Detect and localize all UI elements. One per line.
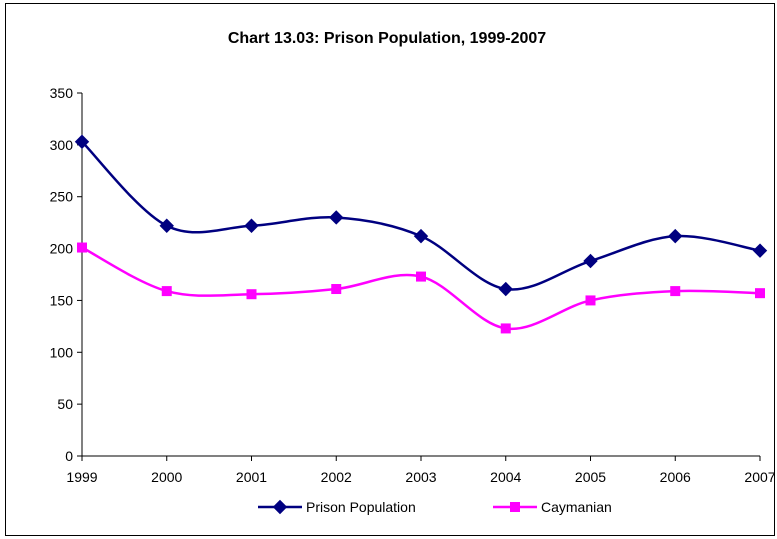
x-tick-label: 2004 xyxy=(490,469,521,485)
data-point xyxy=(159,218,174,233)
series-layer xyxy=(74,134,768,334)
data-point xyxy=(668,228,683,244)
x-tick-label: 2003 xyxy=(405,469,436,485)
data-point xyxy=(583,253,598,269)
data-point xyxy=(670,286,681,297)
chart-title: Chart 13.03: Prison Population, 1999-200… xyxy=(228,30,546,47)
x-tick-label: 2006 xyxy=(660,469,691,485)
data-point xyxy=(244,218,259,233)
y-tick-label: 0 xyxy=(65,448,73,464)
y-tick-label: 200 xyxy=(50,241,74,257)
data-point xyxy=(77,242,87,253)
y-tick-label: 100 xyxy=(50,344,74,360)
data-point xyxy=(331,284,342,295)
data-point xyxy=(416,271,426,282)
x-tick-label: 1999 xyxy=(66,469,97,485)
data-point xyxy=(329,210,344,225)
series-line xyxy=(81,246,761,331)
legend-label: Prison Population xyxy=(306,499,416,515)
data-point xyxy=(585,295,596,306)
y-tick-label: 300 xyxy=(50,137,74,153)
legend-label: Caymanian xyxy=(541,499,612,515)
y-tick-label: 350 xyxy=(50,85,74,101)
x-tick-label: 2000 xyxy=(151,469,182,485)
data-point xyxy=(500,323,511,334)
x-tick-label: 2001 xyxy=(236,469,267,485)
legend-item: Caymanian xyxy=(493,499,612,515)
data-point xyxy=(755,288,765,299)
y-tick-label: 150 xyxy=(50,292,74,308)
x-tick-label: 2002 xyxy=(321,469,352,485)
data-point xyxy=(752,243,768,258)
y-tick-label: 50 xyxy=(57,396,73,412)
data-point xyxy=(74,134,90,149)
x-tick-label: 2005 xyxy=(575,469,606,485)
x-tick-label: 2007 xyxy=(744,469,775,485)
data-point xyxy=(498,281,513,297)
legend-item: Prison Population xyxy=(258,499,416,515)
legend-marker xyxy=(510,502,520,512)
series-2 xyxy=(77,242,765,334)
series-1 xyxy=(74,134,768,297)
legend: Prison Population Caymanian xyxy=(258,499,612,515)
y-tick-label: 250 xyxy=(50,189,74,205)
data-point xyxy=(161,286,172,297)
data-point xyxy=(413,228,429,244)
legend-marker xyxy=(272,499,288,515)
chart-frame: Chart 13.03: Prison Population, 1999-200… xyxy=(5,3,776,536)
series-line xyxy=(81,140,761,291)
axes: 0 50 100 150 200 250 300 350 1999 2000 2001 2002 200… xyxy=(50,85,776,485)
line-chart: Chart 13.03: Prison Population, 1999-200… xyxy=(50,30,776,515)
data-point xyxy=(246,289,257,300)
